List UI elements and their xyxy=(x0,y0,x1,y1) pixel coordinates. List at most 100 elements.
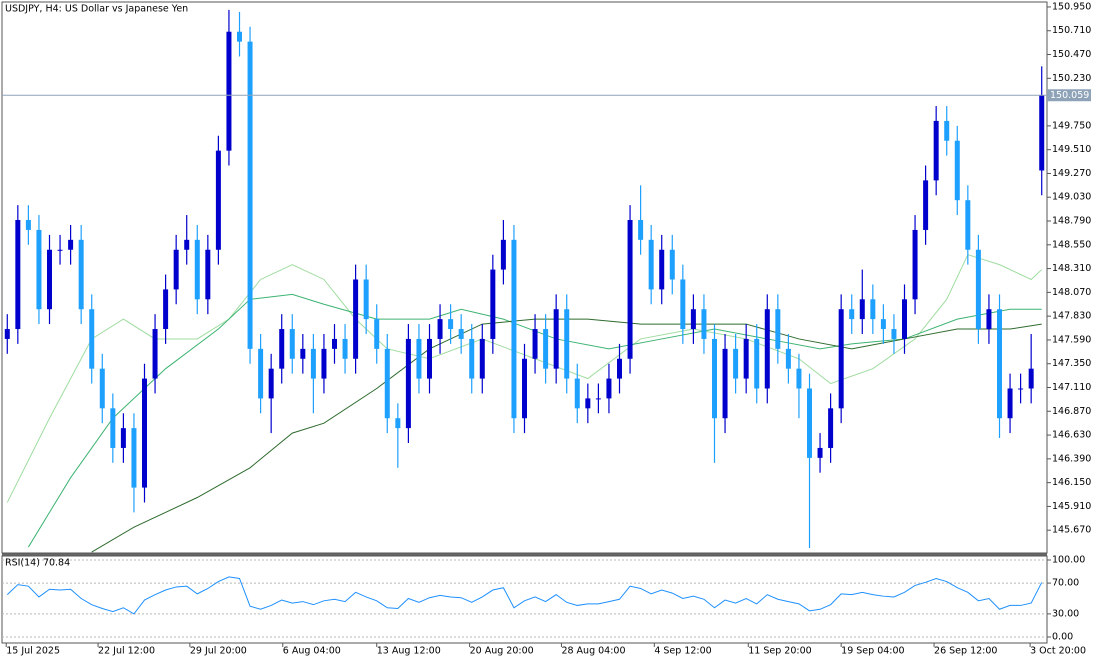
candle-body xyxy=(469,338,475,379)
y-tick-label: 100.00 xyxy=(1052,555,1085,566)
candle-body xyxy=(57,249,63,251)
candle-body xyxy=(479,338,485,379)
candle-body xyxy=(669,249,675,280)
x-tick-label: 3 Oct 20:00 xyxy=(1030,646,1086,657)
candle-body xyxy=(849,309,855,320)
candle-body xyxy=(500,239,506,270)
candle-body xyxy=(617,358,622,379)
x-tick-label: 20 Aug 20:00 xyxy=(470,646,534,657)
candle-body xyxy=(701,309,707,339)
y-tick-label: 149.750 xyxy=(1052,120,1091,131)
candle-body xyxy=(828,408,834,448)
y-tick-label: 148.790 xyxy=(1052,216,1091,227)
candle-body xyxy=(36,229,42,310)
candle-body xyxy=(764,309,770,389)
y-tick-label: 145.670 xyxy=(1052,525,1091,536)
candle-body xyxy=(384,348,390,419)
y-tick-label: 146.630 xyxy=(1052,430,1091,441)
y-tick-label: 145.910 xyxy=(1052,501,1091,512)
y-tick-label: 149.030 xyxy=(1052,192,1091,203)
candle-body xyxy=(817,447,823,458)
y-tick-label: 150.710 xyxy=(1052,25,1091,36)
candle-body xyxy=(785,348,791,369)
y-tick-label: 150.230 xyxy=(1052,73,1091,84)
candle-body xyxy=(184,239,190,250)
x-tick-label: 11 Sep 20:00 xyxy=(748,646,811,657)
x-tick-label: 6 Aug 04:00 xyxy=(283,646,341,657)
candle-body xyxy=(4,329,10,339)
y-tick-label: 147.830 xyxy=(1052,311,1091,322)
x-tick-label: 28 Aug 04:00 xyxy=(561,646,625,657)
candle-body xyxy=(289,329,295,359)
candle-body xyxy=(532,329,538,359)
moving-average xyxy=(6,254,1043,503)
candle-body xyxy=(78,239,84,310)
candle-body xyxy=(775,309,781,349)
candle-body xyxy=(511,239,517,419)
current-price-box xyxy=(1047,89,1091,102)
x-tick-label: 22 Jul 12:00 xyxy=(98,646,155,657)
candle-body xyxy=(395,418,401,429)
candle-body xyxy=(226,31,232,151)
candle-body xyxy=(110,408,116,448)
x-tick-label: 29 Jul 20:00 xyxy=(190,646,247,657)
candle-body xyxy=(310,348,316,379)
y-tick-label: 147.350 xyxy=(1052,358,1091,369)
y-tick-label: 147.110 xyxy=(1052,382,1091,393)
y-tick-label: 70.00 xyxy=(1052,578,1079,589)
y-tick-label: 148.310 xyxy=(1052,263,1091,274)
candle-body xyxy=(933,120,939,181)
candle-body xyxy=(120,428,126,448)
y-tick-label: 146.150 xyxy=(1052,477,1091,488)
candle-body xyxy=(25,220,31,230)
candle-body xyxy=(627,220,633,359)
candle-body xyxy=(722,348,728,419)
candle-body xyxy=(796,368,802,389)
candle-body xyxy=(363,279,369,320)
candle-body xyxy=(142,378,147,488)
candle-body xyxy=(659,249,665,290)
y-tick-label: 146.870 xyxy=(1052,406,1091,417)
candle-body xyxy=(258,348,264,399)
candle-body xyxy=(437,319,443,339)
candle-body xyxy=(595,398,601,400)
candle-body xyxy=(912,229,918,300)
candle-body xyxy=(606,378,612,399)
candle-body xyxy=(870,299,876,320)
candle-body xyxy=(173,249,179,290)
candle-body xyxy=(923,180,929,230)
candle-body xyxy=(712,338,717,419)
candle-body xyxy=(859,299,865,320)
candle-body xyxy=(215,150,221,250)
candle-body xyxy=(754,338,760,389)
x-tick-label: 4 Sep 12:00 xyxy=(654,646,711,657)
candle-body xyxy=(880,319,886,330)
candle-body xyxy=(807,388,812,458)
candle-body xyxy=(954,140,960,201)
candle-body xyxy=(902,299,907,339)
candle-body xyxy=(448,319,454,330)
candle-body xyxy=(965,200,971,250)
candle-body xyxy=(743,338,749,379)
candle-body xyxy=(553,309,559,369)
candle-body xyxy=(1039,95,1045,171)
rsi-line xyxy=(6,576,1043,615)
panel-title: RSI(14) 70.84 xyxy=(5,558,70,569)
candle-body xyxy=(690,309,696,330)
candle-body xyxy=(638,220,644,240)
panel-title: USDJPY, H4: US Dollar vs Japanese Yen xyxy=(5,4,188,15)
candle-body xyxy=(205,249,211,300)
y-tick-label: 149.510 xyxy=(1052,144,1091,155)
moving-average xyxy=(27,293,1042,548)
candle-body xyxy=(427,338,432,379)
candle-body xyxy=(332,338,337,349)
candle-body xyxy=(15,220,21,330)
price-panel xyxy=(1,1,1048,554)
candle-body xyxy=(680,279,686,330)
candle-body xyxy=(574,378,580,409)
x-tick-label: 13 Aug 12:00 xyxy=(377,646,441,657)
candle-body xyxy=(838,309,844,409)
candle-body xyxy=(247,41,253,349)
candle-body xyxy=(944,120,950,141)
